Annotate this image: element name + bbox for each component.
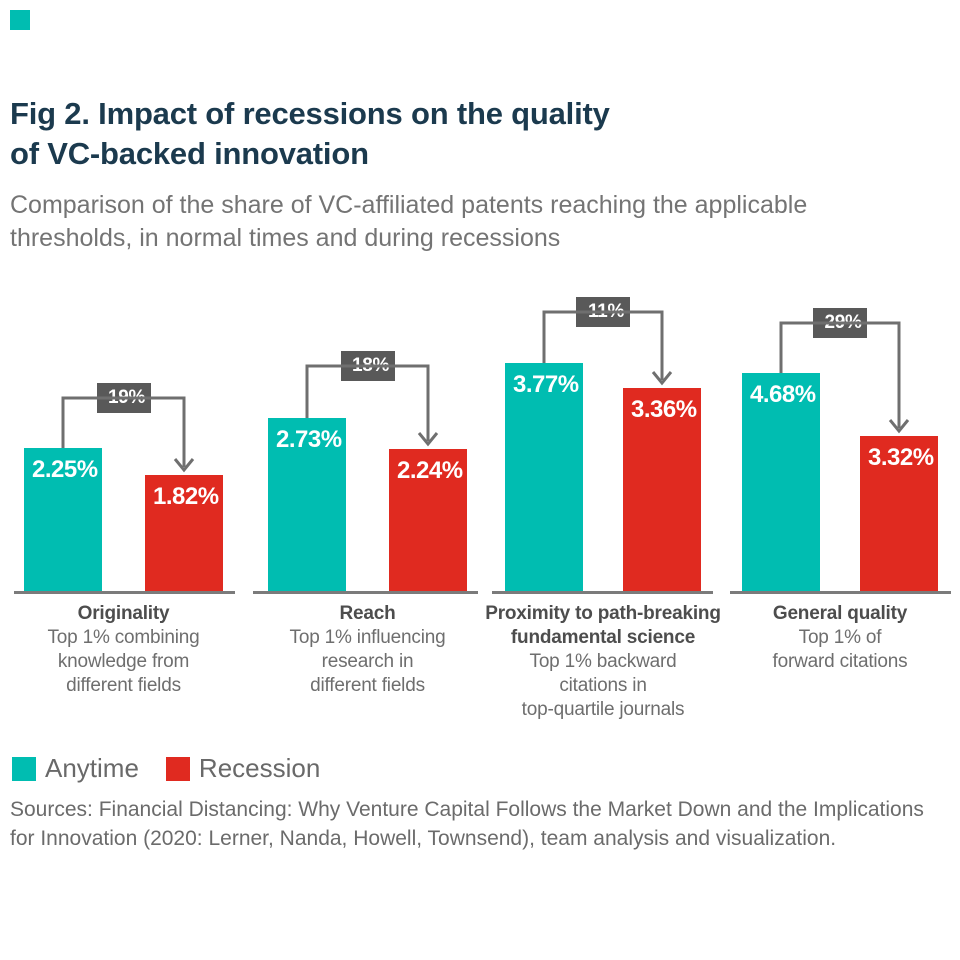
figure-title-line2: of VC-backed innovation — [10, 136, 369, 171]
value-label-anytime-proximity-to-path-breaking-fundamental-science: 3.77% — [513, 371, 579, 398]
arrow-head-icon-originality — [173, 458, 195, 473]
bar-anytime-originality: 2.25% — [24, 448, 102, 591]
category-desc-line: Top 1% backward — [529, 651, 677, 672]
axis-line-proximity-to-path-breaking-fundamental-science — [492, 591, 713, 594]
figure-title-line1: Fig 2. Impact of recessions on the quali… — [10, 96, 610, 131]
anytime-swatch-icon — [12, 756, 36, 781]
category-desc-line: top-quartile journals — [521, 699, 685, 720]
category-desc-line: forward citations — [772, 651, 908, 672]
legend-label-anytime: Anytime — [45, 753, 139, 783]
sources-note: Sources: Financial Distancing: Why Ventu… — [10, 795, 955, 853]
axis-line-reach — [253, 591, 478, 594]
value-label-recession-reach: 2.24% — [397, 457, 463, 484]
arrow-head-icon-reach — [417, 432, 439, 447]
bar-recession-reach: 2.24% — [389, 449, 467, 591]
category-title-line: fundamental science — [510, 627, 696, 648]
category-label-proximity-to-path-breaking-fundamental-science: Proximity to path-breaking fundamental sc… — [433, 602, 773, 722]
figure-subtitle-line1: Comparison of the share of VC-affiliated… — [10, 191, 808, 219]
legend-item-recession: Recession — [165, 753, 321, 784]
category-title-line: General quality — [772, 603, 908, 624]
value-label-recession-proximity-to-path-breaking-fundamental-science: 3.36% — [631, 396, 697, 423]
bar-anytime-reach: 2.73% — [268, 418, 346, 591]
category-label-general-quality: General quality Top 1% of forward citation… — [670, 602, 960, 674]
figure-subtitle: Comparison of the share of VC-affiliated… — [10, 189, 950, 255]
value-label-recession-originality: 1.82% — [153, 483, 219, 510]
category-desc-line: knowledge from — [57, 651, 190, 672]
category-desc-line: different fields — [66, 675, 181, 696]
axis-line-general-quality — [730, 591, 951, 594]
change-badge-reach: -18% — [340, 351, 395, 381]
bar-recession-proximity-to-path-breaking-fundamental-science: 3.36% — [623, 388, 701, 591]
value-label-anytime-general-quality: 4.68% — [750, 381, 816, 408]
figure-subtitle-line2: thresholds, in normal times and during r… — [10, 224, 561, 252]
arrow-head-icon-proximity-to-path-breaking-fundamental-science — [651, 371, 673, 386]
category-desc-line: research in — [321, 651, 414, 672]
legend: Anytime Recession — [12, 753, 320, 784]
brand-mark — [10, 10, 30, 30]
category-desc-line: Top 1% of — [798, 627, 882, 648]
arrow-head-icon-general-quality — [888, 419, 910, 434]
category-title-line: Reach — [339, 603, 396, 624]
category-title-line: Originality — [77, 603, 170, 624]
category-desc-line: Top 1% influencing — [289, 627, 446, 648]
value-label-anytime-originality: 2.25% — [32, 456, 98, 483]
change-badge-general-quality: -29% — [813, 308, 867, 338]
category-desc-line: citations in — [559, 675, 647, 696]
recession-swatch-icon — [165, 756, 190, 781]
bar-recession-originality: 1.82% — [145, 475, 223, 591]
legend-label-recession: Recession — [198, 753, 321, 783]
category-desc-line: different fields — [310, 675, 425, 696]
legend-item-anytime: Anytime — [12, 753, 139, 784]
change-badge-originality: -19% — [96, 383, 151, 413]
axis-line-originality — [14, 591, 235, 594]
bar-anytime-proximity-to-path-breaking-fundamental-science: 3.77% — [505, 363, 583, 591]
category-desc-line: Top 1% combining — [47, 627, 200, 648]
value-label-recession-general-quality: 3.32% — [868, 444, 934, 471]
value-label-anytime-reach: 2.73% — [276, 426, 342, 453]
category-title-line: Proximity to path-breaking — [485, 603, 721, 624]
bar-recession-general-quality: 3.32% — [860, 436, 938, 591]
change-badge-proximity-to-path-breaking-fundamental-science: -11% — [576, 297, 630, 327]
bar-anytime-general-quality: 4.68% — [742, 373, 820, 591]
category-label-reach: Reach Top 1% influencing research in differ… — [198, 602, 538, 698]
sources-line1: Sources: Financial Distancing: Why Ventu… — [10, 798, 924, 821]
figure-title: Fig 2. Impact of recessions on the quali… — [10, 94, 910, 174]
category-label-originality: Originality Top 1% combining knowledge fro… — [0, 602, 294, 698]
sources-line2: for Innovation (2020: Lerner, Nanda, How… — [10, 827, 837, 850]
